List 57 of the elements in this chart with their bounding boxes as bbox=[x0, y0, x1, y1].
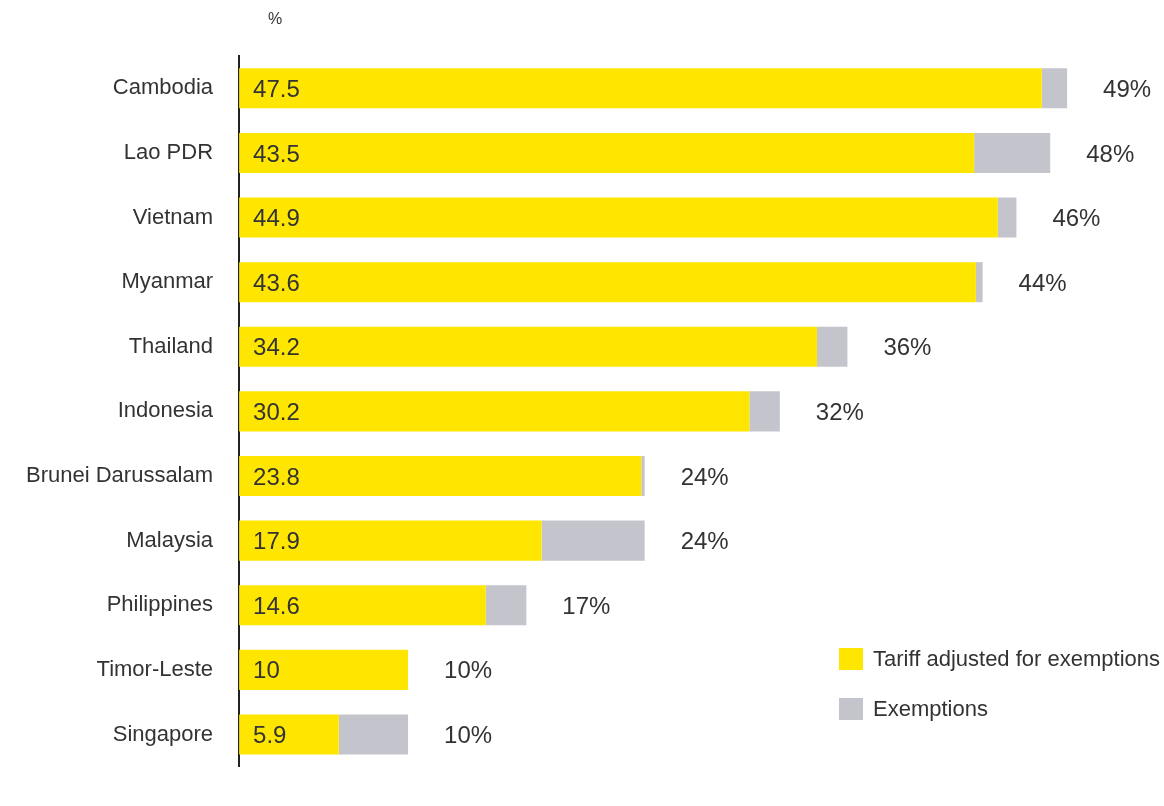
bar bbox=[749, 391, 780, 432]
y-tick-label: Singapore bbox=[112, 720, 214, 746]
y-tick-label: Vietnam bbox=[132, 203, 214, 229]
total-label: 46% bbox=[1052, 204, 1101, 232]
total-label: 44% bbox=[1018, 268, 1067, 296]
bar bbox=[239, 455, 642, 497]
bar bbox=[239, 391, 750, 432]
bar bbox=[239, 262, 976, 303]
x-axis-title: % bbox=[268, 10, 283, 28]
legend-label: Exemptions bbox=[873, 696, 988, 722]
bar bbox=[239, 197, 998, 238]
bar bbox=[485, 585, 527, 626]
data-label: 44.9 bbox=[253, 204, 300, 232]
total-label: 48% bbox=[1086, 139, 1135, 167]
total-label: 24% bbox=[680, 527, 729, 555]
data-label: 5.9 bbox=[253, 721, 287, 749]
data-label: 23.8 bbox=[253, 462, 300, 490]
bar bbox=[338, 714, 409, 755]
total-label: 24% bbox=[680, 462, 729, 490]
legend-label: Tariff adjusted for exemptions bbox=[873, 646, 1160, 672]
total-label: 36% bbox=[883, 333, 932, 361]
bar bbox=[239, 649, 409, 690]
total-label: 49% bbox=[1103, 74, 1152, 102]
total-label: 10% bbox=[444, 656, 493, 684]
total-label: 10% bbox=[444, 721, 493, 749]
y-tick-label: Timor-Leste bbox=[96, 655, 214, 681]
y-tick-label: Myanmar bbox=[121, 268, 214, 294]
bar bbox=[239, 68, 1042, 109]
y-tick-label: Thailand bbox=[128, 332, 214, 358]
bar bbox=[541, 520, 645, 561]
bar bbox=[239, 520, 542, 561]
y-tick-label: Lao PDR bbox=[123, 138, 214, 164]
data-label: 43.5 bbox=[253, 139, 300, 167]
y-tick-label: Cambodia bbox=[112, 74, 214, 100]
total-label: 32% bbox=[815, 398, 864, 426]
bar bbox=[974, 132, 1051, 173]
total-label: 17% bbox=[562, 591, 611, 619]
bar bbox=[239, 132, 975, 173]
y-tick-label: Indonesia bbox=[117, 397, 214, 423]
bar bbox=[817, 326, 848, 367]
data-label: 30.2 bbox=[253, 398, 300, 426]
bar bbox=[975, 262, 983, 303]
bar bbox=[239, 714, 339, 755]
data-label: 34.2 bbox=[253, 333, 300, 361]
data-label: 10 bbox=[253, 656, 280, 684]
data-label: 47.5 bbox=[253, 74, 300, 102]
bar bbox=[239, 326, 817, 367]
bar bbox=[239, 585, 486, 626]
y-tick-label: Brunei Darussalam bbox=[26, 462, 214, 488]
y-tick-label: Philippines bbox=[106, 591, 214, 617]
bar bbox=[997, 197, 1017, 238]
y-tick-label: Malaysia bbox=[126, 526, 214, 552]
data-label: 17.9 bbox=[253, 527, 300, 555]
data-label: 43.6 bbox=[253, 268, 300, 296]
bar bbox=[1041, 68, 1068, 109]
bar bbox=[641, 455, 645, 497]
data-label: 14.6 bbox=[253, 591, 300, 619]
